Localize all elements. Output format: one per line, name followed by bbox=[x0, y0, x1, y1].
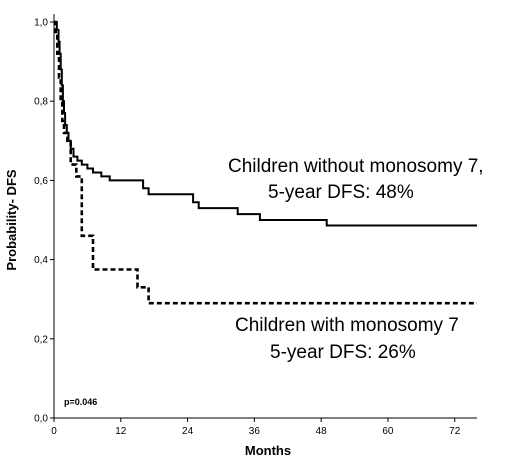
y-tick-label: 0,8 bbox=[34, 97, 48, 108]
y-tick-label: 0,0 bbox=[34, 414, 48, 425]
y-tick-label: 0,2 bbox=[34, 334, 48, 345]
series-with-monosomy-7-line bbox=[54, 20, 477, 305]
annotation-with-monosomy-line2: 5-year DFS: 26% bbox=[270, 342, 416, 363]
y-tick-label: 1,0 bbox=[34, 18, 48, 29]
y-tick-label: 0,4 bbox=[34, 255, 48, 266]
x-tick-label: 48 bbox=[316, 426, 328, 437]
p-value-label: p=0.046 bbox=[64, 397, 97, 407]
y-tick-label: 0,6 bbox=[34, 176, 48, 187]
x-tick-label: 60 bbox=[382, 426, 394, 437]
y-axis-title: Probability- DFS bbox=[4, 169, 19, 270]
x-tick-label: 0 bbox=[51, 426, 57, 437]
x-tick-label: 72 bbox=[449, 426, 461, 437]
annotation-without-monosomy-line2: 5-year DFS: 48% bbox=[268, 182, 414, 203]
x-ticks: 0 12 24 36 48 60 72 bbox=[51, 418, 461, 437]
x-tick-label: 36 bbox=[249, 426, 261, 437]
series-without-monosomy-7-line bbox=[54, 21, 477, 227]
annotation-without-monosomy-line1: Children without monosomy 7, bbox=[228, 156, 484, 177]
x-tick-label: 12 bbox=[115, 426, 127, 437]
y-ticks: 0,0 0,2 0,4 0,6 0,8 1,0 bbox=[34, 18, 54, 425]
axes bbox=[53, 14, 477, 419]
x-axis-title: Months bbox=[245, 443, 291, 458]
annotation-with-monosomy-line1: Children with monosomy 7 bbox=[235, 315, 459, 336]
x-tick-label: 24 bbox=[182, 426, 194, 437]
